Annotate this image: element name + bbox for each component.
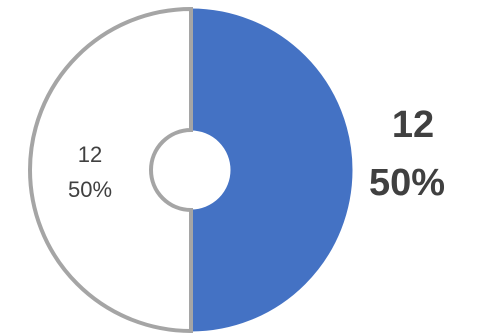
donut-slice-2 [28,6,193,334]
slice-1-percent-label: 50% [369,162,445,204]
slices-layer [28,6,353,334]
slice-2-value-label: 12 [78,142,102,167]
slice-2-percent-label: 50% [68,177,112,202]
slice-1-value-label: 12 [392,104,434,146]
donut-slice-1 [190,8,353,332]
